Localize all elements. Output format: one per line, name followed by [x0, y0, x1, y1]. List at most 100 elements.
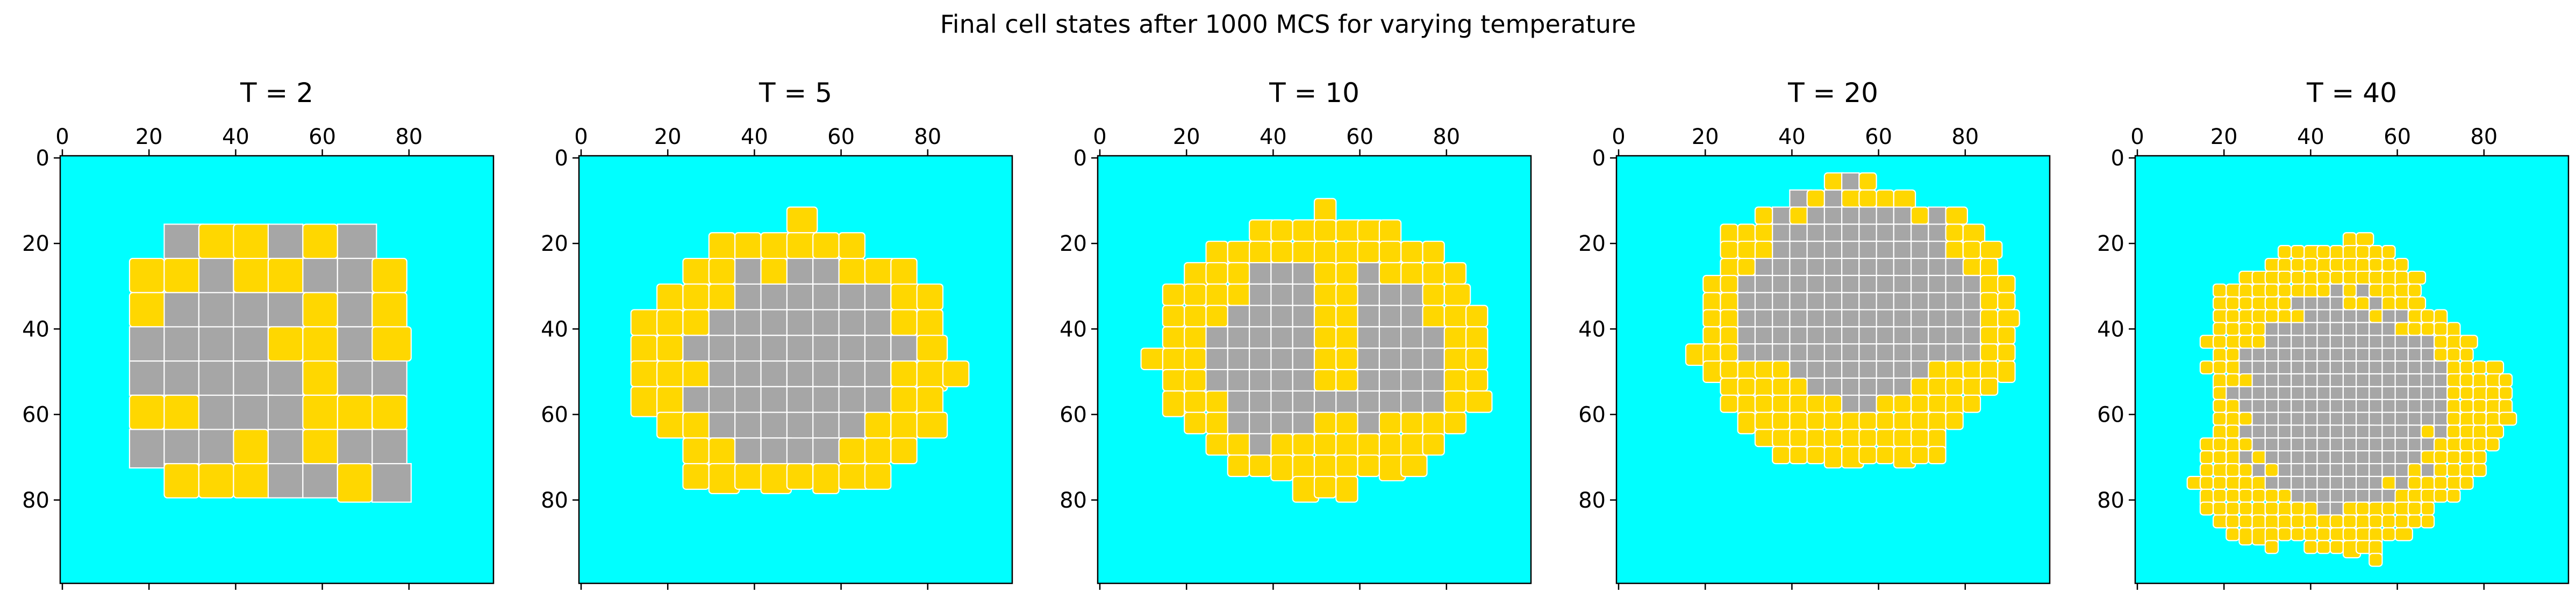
cell-type-b [2226, 322, 2240, 336]
cell-type-a [2369, 450, 2383, 465]
cell-type-a [2277, 373, 2292, 387]
cell-type-b [2459, 450, 2474, 465]
cell-type-a [2303, 373, 2318, 387]
cell-type-b [2264, 488, 2279, 503]
cell-type-a [734, 386, 762, 417]
cell-type-b [2238, 437, 2253, 452]
cell-type-a [1858, 326, 1877, 345]
cell-type-b [2446, 411, 2461, 426]
cell-type-a [734, 360, 762, 387]
cell-type-b [1858, 172, 1877, 191]
cell-type-b [2303, 257, 2318, 272]
cell-type-a [1422, 368, 1445, 392]
cell-type-a [2238, 348, 2253, 362]
cell-type-a [267, 394, 308, 435]
cell-type-a [337, 223, 377, 259]
cell-type-b [1858, 189, 1877, 208]
cell-type-b [2251, 335, 2266, 349]
cell-type-a [2407, 411, 2422, 426]
cell-type-b [1400, 411, 1423, 435]
cell-type-b [2407, 501, 2422, 516]
cell-type-a [1806, 360, 1825, 379]
cell-type-b [1772, 411, 1791, 430]
cell-type-b [1806, 411, 1825, 430]
cell-type-b [2407, 514, 2422, 529]
cell-type-b [2381, 245, 2396, 259]
cell-type-b [812, 463, 840, 494]
cell-type-b [2291, 501, 2305, 516]
cell-type-b [2381, 514, 2396, 529]
cell-type-b [1772, 360, 1791, 379]
cell-type-b [2291, 245, 2305, 259]
cell-type-a [267, 429, 304, 469]
cell-type-b [1357, 241, 1380, 264]
cell-type-b [267, 326, 304, 362]
cell-type-a [1806, 292, 1825, 310]
cell-type-a [2291, 360, 2305, 375]
cell-type-b [2212, 411, 2227, 426]
cell-type-b [1184, 305, 1207, 328]
cell-type-b [2303, 527, 2318, 541]
cell-type-a [2381, 411, 2396, 426]
cell-type-b [682, 463, 710, 490]
y-tick-label: 20 [2097, 232, 2124, 256]
cell-type-b [1400, 241, 1423, 264]
cell-type-b [864, 411, 892, 439]
cell-type-a [2407, 348, 2422, 362]
cell-type-b [1789, 429, 1808, 447]
cell-type-b [128, 394, 165, 430]
cell-type-a [1823, 189, 1843, 208]
cell-type-b [2369, 514, 2383, 529]
cell-type-b [2434, 488, 2448, 503]
cell-type-b [864, 437, 892, 465]
cell-type-b [2472, 360, 2487, 375]
y-tick-label: 60 [22, 403, 49, 428]
cell-type-a [2277, 399, 2292, 413]
cell-type-b [1443, 283, 1471, 306]
x-tick-label: 40 [741, 125, 768, 149]
cell-type-b [838, 232, 866, 259]
cell-type-b [2251, 488, 2266, 503]
cell-type-a [1893, 343, 1912, 362]
cell-type-b [2472, 399, 2487, 413]
cell-type-a [1400, 368, 1423, 392]
cell-type-a [1422, 348, 1445, 371]
cell-type-a [2291, 399, 2305, 413]
cell-type-a [2329, 348, 2344, 362]
cell-type-b [302, 360, 338, 396]
cell-type-a [1737, 274, 1756, 293]
cell-type-b [2420, 514, 2435, 529]
cell-type-b [2238, 527, 2253, 546]
cell-type-a [1227, 326, 1250, 349]
cell-type-b [2329, 514, 2344, 529]
cell-type-b [1162, 390, 1185, 417]
cell-type-b [682, 437, 710, 465]
cell-type-b [1335, 262, 1358, 285]
cell-type-b [1465, 305, 1489, 328]
cell-type-a [2420, 411, 2435, 426]
cell-type-a [2303, 450, 2318, 465]
cell-type-a [864, 309, 892, 336]
cell-type-a [337, 257, 377, 293]
cell-type-a [128, 429, 165, 469]
cell-type-b [1979, 292, 1999, 310]
cell-type-a [2369, 386, 2383, 400]
cell-type-a [2329, 283, 2344, 298]
cell-type-b [838, 437, 866, 465]
cell-type-a [2303, 437, 2318, 452]
y-tick-label: 60 [1578, 403, 1606, 428]
cell-type-b [2446, 450, 2461, 465]
cell-type-a [128, 326, 165, 362]
cell-type-a [2369, 373, 2383, 387]
cell-type-a [1422, 390, 1445, 413]
cell-type-b [1876, 394, 1894, 413]
axes-frame [1097, 155, 1532, 584]
heatmap-panel-t5: T = 5 0 20 40 60 80 0 20 40 60 80 [541, 77, 1013, 590]
x-tick-label: 20 [2210, 125, 2238, 149]
cells-layer [630, 206, 970, 494]
x-tick-label: 40 [1260, 125, 1287, 149]
cell-type-b [1737, 377, 1756, 396]
cell-type-b [1997, 360, 2016, 383]
cell-type-b [2212, 335, 2227, 349]
cell-type-b [1335, 411, 1358, 435]
